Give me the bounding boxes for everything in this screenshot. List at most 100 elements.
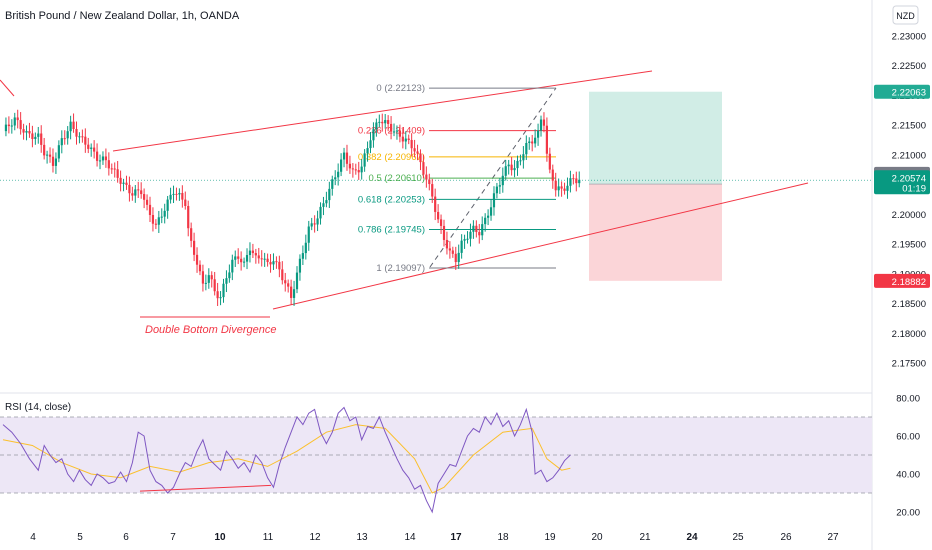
rsi-divergence-line[interactable] bbox=[139, 484, 272, 492]
trendline-1[interactable] bbox=[272, 182, 809, 310]
candle-body[interactable] bbox=[504, 166, 507, 176]
candle-body[interactable] bbox=[531, 141, 534, 144]
candle-body[interactable] bbox=[237, 256, 240, 259]
candle-body[interactable] bbox=[301, 253, 304, 259]
candle-body[interactable] bbox=[484, 217, 487, 225]
candle-body[interactable] bbox=[231, 259, 234, 273]
candle-body[interactable] bbox=[98, 160, 102, 162]
candle-body[interactable] bbox=[563, 188, 566, 191]
candle-body[interactable] bbox=[551, 169, 554, 181]
candle-body[interactable] bbox=[72, 121, 75, 130]
candle-body[interactable] bbox=[113, 168, 116, 170]
fib-trend-line[interactable] bbox=[429, 87, 557, 268]
currency-button[interactable] bbox=[892, 5, 919, 25]
candle-body[interactable] bbox=[284, 280, 287, 284]
candle-body[interactable] bbox=[310, 223, 313, 227]
candle-body[interactable] bbox=[572, 178, 575, 180]
candle-body[interactable] bbox=[507, 164, 510, 167]
candle-body[interactable] bbox=[272, 261, 275, 265]
candle-body[interactable] bbox=[557, 186, 560, 191]
candle-body[interactable] bbox=[351, 168, 354, 170]
candle-body[interactable] bbox=[63, 138, 66, 140]
candle-body[interactable] bbox=[516, 160, 519, 169]
candle-body[interactable] bbox=[128, 184, 131, 194]
candle-body[interactable] bbox=[578, 179, 581, 184]
candle-body[interactable] bbox=[275, 261, 278, 263]
candle-body[interactable] bbox=[501, 175, 504, 186]
candle-body[interactable] bbox=[328, 188, 331, 201]
candle-body[interactable] bbox=[539, 119, 543, 131]
candle-body[interactable] bbox=[193, 240, 196, 255]
trendline-2[interactable] bbox=[0, 79, 15, 97]
candle-body[interactable] bbox=[198, 264, 202, 272]
candle-body[interactable] bbox=[437, 211, 440, 220]
candle-body[interactable] bbox=[525, 142, 528, 155]
candle-body[interactable] bbox=[460, 240, 463, 253]
candle-body[interactable] bbox=[366, 148, 369, 154]
candle-body[interactable] bbox=[172, 193, 175, 195]
candle-body[interactable] bbox=[157, 217, 160, 225]
candle-body[interactable] bbox=[190, 228, 193, 241]
candle-body[interactable] bbox=[46, 154, 49, 156]
candle-body[interactable] bbox=[201, 271, 205, 284]
candle-body[interactable] bbox=[575, 178, 578, 184]
candle-body[interactable] bbox=[160, 216, 163, 218]
candle-body[interactable] bbox=[40, 133, 43, 145]
candle-body[interactable] bbox=[84, 136, 87, 145]
candle-body[interactable] bbox=[466, 238, 469, 240]
candle-body[interactable] bbox=[107, 160, 110, 169]
candle-body[interactable] bbox=[13, 117, 16, 126]
candle-body[interactable] bbox=[122, 182, 125, 184]
candle-body[interactable] bbox=[7, 124, 10, 127]
candle-body[interactable] bbox=[145, 199, 149, 205]
candle-body[interactable] bbox=[234, 256, 237, 260]
candle-body[interactable] bbox=[195, 254, 199, 265]
candle-body[interactable] bbox=[10, 125, 13, 127]
candle-body[interactable] bbox=[37, 133, 40, 137]
candle-body[interactable] bbox=[492, 193, 496, 208]
candle-body[interactable] bbox=[269, 262, 272, 265]
candle-body[interactable] bbox=[331, 179, 334, 189]
candle-body[interactable] bbox=[487, 215, 490, 218]
candle-body[interactable] bbox=[4, 124, 8, 132]
candle-body[interactable] bbox=[187, 205, 190, 229]
candle-body[interactable] bbox=[240, 258, 243, 263]
candle-body[interactable] bbox=[254, 253, 257, 256]
candle-body[interactable] bbox=[448, 248, 451, 251]
candle-body[interactable] bbox=[222, 283, 225, 298]
candle-body[interactable] bbox=[340, 159, 343, 172]
candle-body[interactable] bbox=[292, 289, 296, 298]
candle-body[interactable] bbox=[498, 185, 501, 187]
stop-zone[interactable] bbox=[589, 184, 722, 281]
candle-body[interactable] bbox=[416, 151, 419, 154]
candle-body[interactable] bbox=[266, 258, 269, 263]
candle-body[interactable] bbox=[569, 178, 572, 186]
candle-body[interactable] bbox=[413, 148, 416, 152]
candle-body[interactable] bbox=[528, 141, 531, 143]
candle-body[interactable] bbox=[290, 286, 293, 298]
candle-body[interactable] bbox=[392, 131, 396, 133]
candle-body[interactable] bbox=[445, 239, 449, 249]
candle-body[interactable] bbox=[242, 261, 246, 263]
candle-body[interactable] bbox=[325, 200, 328, 204]
candle-body[interactable] bbox=[57, 145, 60, 159]
candle-body[interactable] bbox=[410, 139, 413, 149]
candle-body[interactable] bbox=[372, 129, 375, 141]
candle-body[interactable] bbox=[131, 193, 134, 196]
candle-body[interactable] bbox=[337, 171, 340, 178]
candle-body[interactable] bbox=[387, 120, 390, 124]
candle-body[interactable] bbox=[354, 169, 357, 171]
candle-body[interactable] bbox=[95, 151, 99, 161]
candle-body[interactable] bbox=[560, 186, 563, 189]
candle-body[interactable] bbox=[381, 121, 384, 124]
candle-body[interactable] bbox=[481, 224, 484, 236]
candle-body[interactable] bbox=[510, 164, 513, 171]
candle-body[interactable] bbox=[181, 192, 184, 200]
candle-body[interactable] bbox=[395, 130, 399, 132]
candle-body[interactable] bbox=[166, 199, 169, 211]
candle-body[interactable] bbox=[369, 140, 372, 149]
candle-body[interactable] bbox=[251, 250, 254, 254]
candle-body[interactable] bbox=[475, 225, 478, 233]
candle-body[interactable] bbox=[90, 147, 93, 149]
